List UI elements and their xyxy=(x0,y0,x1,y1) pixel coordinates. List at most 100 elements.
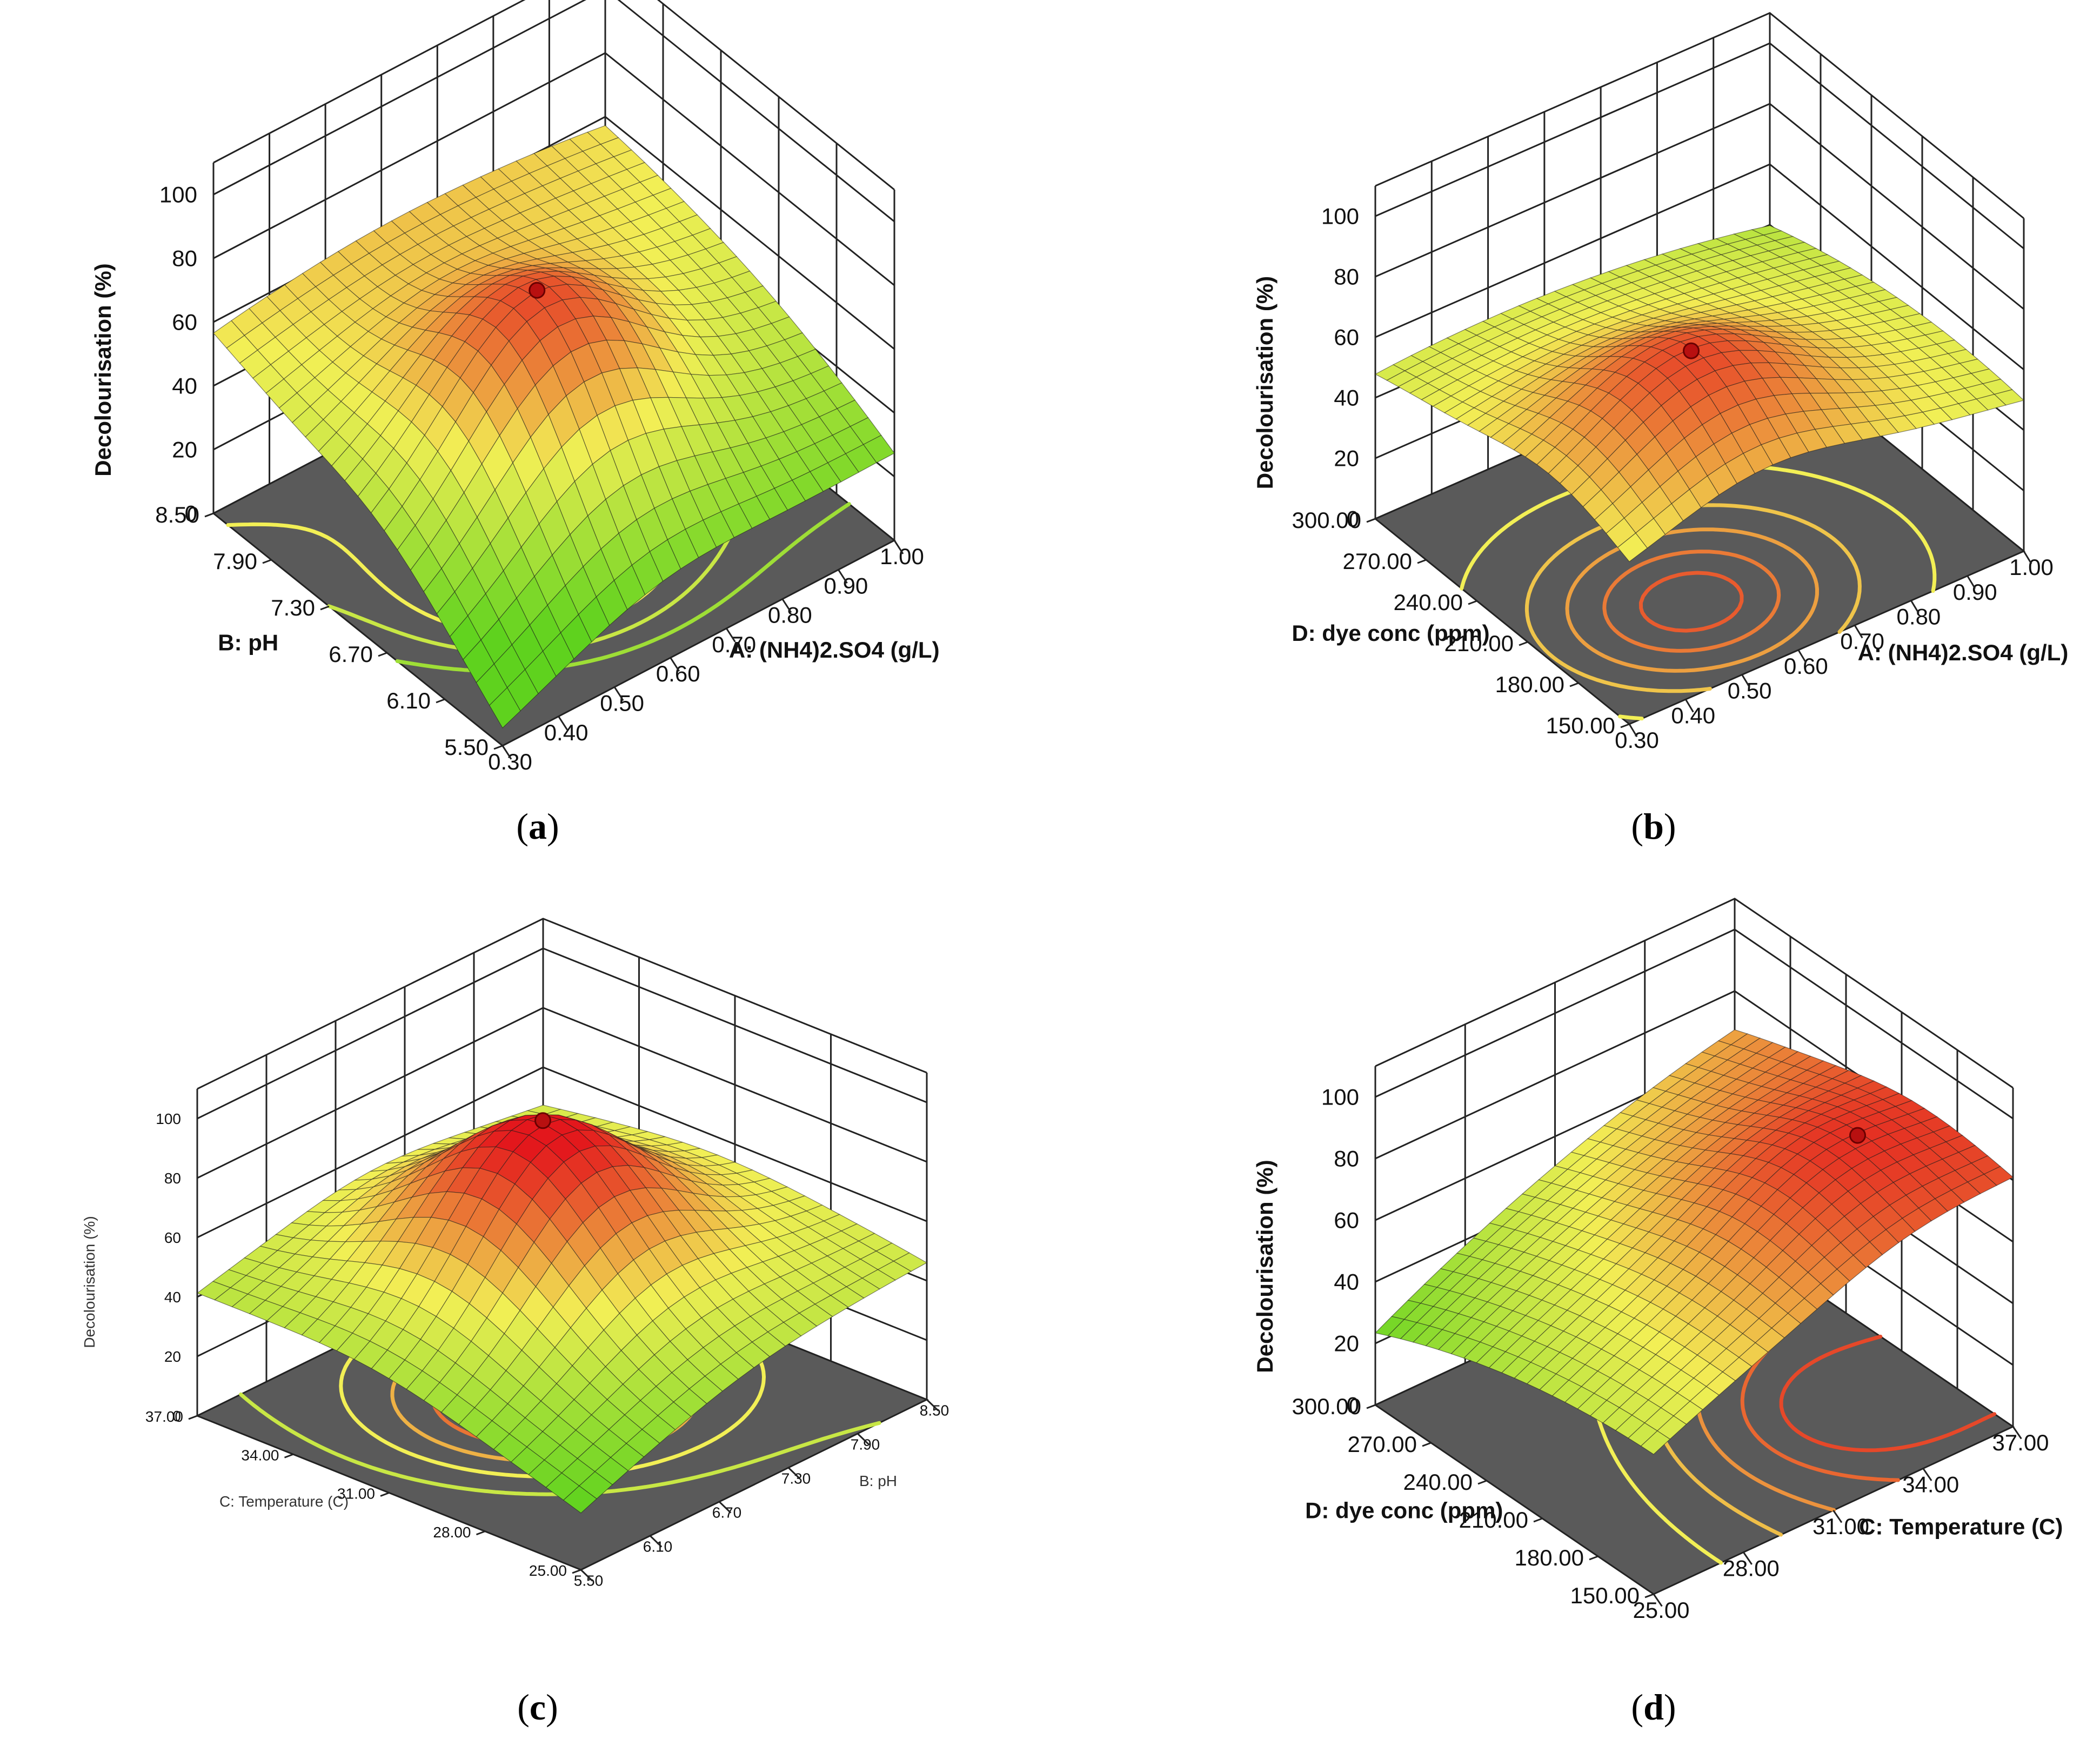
y-tick-mark xyxy=(1589,1555,1599,1561)
x-tick-mark xyxy=(718,1501,732,1514)
contour-line xyxy=(1602,550,1781,653)
x-tick-mark xyxy=(838,569,848,584)
x-tick-mark xyxy=(558,715,568,731)
y-axis-title: B: pH xyxy=(218,630,278,655)
y-tick-mark xyxy=(1620,723,1630,728)
y-tick-label: 150.00 xyxy=(1570,1583,1640,1608)
z-tick-label: 20 xyxy=(1334,446,1359,471)
y-tick-label: 240.00 xyxy=(1394,590,1463,615)
x-tick-label: 1.00 xyxy=(880,544,924,569)
y-tick-label: 7.30 xyxy=(271,595,315,620)
x-axis-title: C: Temperature (C) xyxy=(1859,1514,2063,1539)
z-tick-label: 40 xyxy=(1334,385,1359,411)
x-tick-mark xyxy=(501,745,512,760)
z-axis-title: Decolourisation (%) xyxy=(1252,276,1278,489)
y-tick-label: 210.00 xyxy=(1444,631,1514,656)
y-tick-mark xyxy=(1644,1593,1654,1598)
x-tick-label: 1.00 xyxy=(2009,554,2054,580)
z-tick-label: 20 xyxy=(164,1348,181,1365)
response-surface xyxy=(196,1105,928,1514)
x-tick-mark xyxy=(1743,1551,1753,1565)
x-tick-mark xyxy=(1685,699,1694,713)
y-tick-mark xyxy=(1366,518,1376,523)
y-tick-label: 300.00 xyxy=(1292,507,1361,533)
y-tick-mark xyxy=(262,559,272,564)
surface-cell xyxy=(563,1485,598,1514)
z-tick-label: 100 xyxy=(1321,1085,1359,1110)
z-tick-label: 60 xyxy=(1334,1208,1359,1233)
wall-top-edge xyxy=(213,0,895,191)
z-tick-label: 60 xyxy=(1334,325,1359,350)
x-tick-label: 0.60 xyxy=(1784,653,1828,679)
x-tick-label: 7.30 xyxy=(781,1470,811,1487)
y-tick-label: 31.00 xyxy=(337,1486,375,1502)
z-tick-label: 0 xyxy=(172,1408,181,1424)
y-tick-label: 6.10 xyxy=(386,688,431,713)
panel-b-chart: 0 20 40 60 80 100 0.30 0.40 0.50 0.60 0.70 0.80 0.90… xyxy=(1252,12,2069,753)
z-tick-label: 20 xyxy=(172,437,197,463)
y-tick-label: 6.70 xyxy=(329,641,373,667)
x-tick-label: 6.10 xyxy=(643,1538,673,1555)
y-tick-mark xyxy=(1519,641,1528,646)
wall-top-edge xyxy=(197,918,927,1090)
y-tick-label: 25.00 xyxy=(529,1562,567,1579)
z-tick-label: 80 xyxy=(164,1170,181,1187)
x-tick-label: 0.50 xyxy=(1728,678,1772,704)
z-tick-label: 80 xyxy=(1334,264,1359,290)
x-tick-mark xyxy=(787,1467,801,1480)
x-tick-mark xyxy=(1967,575,1976,589)
y-tick-mark xyxy=(1569,682,1579,687)
contour-line xyxy=(1638,571,1744,633)
x-tick-label: 28.00 xyxy=(1723,1556,1780,1581)
z-tick-label: 100 xyxy=(1321,204,1359,229)
x-tick-mark xyxy=(1854,625,1863,639)
response-surface xyxy=(1374,1029,2014,1455)
wall-gridline xyxy=(213,0,895,223)
x-tick-label: 0.40 xyxy=(1671,702,1715,728)
surface-cell xyxy=(1640,1430,1671,1455)
x-tick-label: 0.90 xyxy=(1953,579,1997,605)
x-tick-label: 0.80 xyxy=(1897,604,1941,630)
z-axis-title: Decolourisation (%) xyxy=(1252,1160,1278,1373)
y-tick-mark xyxy=(378,652,387,657)
z-tick-label: 40 xyxy=(1334,1269,1359,1295)
x-tick-mark xyxy=(926,1399,939,1411)
x-axis-title: A: (NH4)2.SO4 (g/L) xyxy=(1858,640,2069,665)
wall-top-edge xyxy=(1375,898,2014,1089)
x-tick-mark xyxy=(1833,1510,1843,1523)
y-tick-mark xyxy=(436,698,445,704)
y-tick-label: 300.00 xyxy=(1292,1394,1361,1419)
x-tick-label: 5.50 xyxy=(574,1572,604,1589)
contour-line xyxy=(1779,1334,1997,1453)
design-point-marker xyxy=(534,1112,551,1129)
y-tick-mark xyxy=(380,1492,390,1497)
z-tick-label: 100 xyxy=(156,1110,181,1127)
y-tick-label: 210.00 xyxy=(1459,1507,1528,1533)
caption-d: (d) xyxy=(1631,1687,1676,1728)
x-tick-label: 7.90 xyxy=(851,1436,880,1453)
x-tick-mark xyxy=(1628,724,1638,738)
y-axis-title: D: dye conc (ppm) xyxy=(1305,1497,1503,1523)
z-tick-label: 40 xyxy=(172,373,197,399)
panel-a-chart: 0 20 40 60 80 100 0.30 0.40 0.50 0.60 0.70 0.80 0.90… xyxy=(90,0,940,774)
y-tick-label: 270.00 xyxy=(1343,548,1412,574)
x-tick-mark xyxy=(2012,1426,2022,1440)
y-tick-mark xyxy=(204,512,214,518)
x-tick-mark xyxy=(670,657,680,672)
x-tick-label: 0.50 xyxy=(600,691,644,716)
z-tick-label: 40 xyxy=(164,1289,181,1306)
y-tick-mark xyxy=(1422,1442,1432,1447)
y-tick-mark xyxy=(1417,559,1427,564)
x-tick-label: 0.30 xyxy=(488,749,532,774)
x-tick-mark xyxy=(580,1569,593,1582)
y-tick-label: 7.90 xyxy=(213,548,257,574)
wall-gridline xyxy=(197,947,927,1120)
y-tick-mark xyxy=(1477,1480,1487,1485)
y-tick-mark xyxy=(1366,1404,1376,1409)
x-tick-label: 0.80 xyxy=(768,603,812,628)
z-tick-label: 0 xyxy=(1347,1393,1359,1418)
y-tick-mark xyxy=(284,1453,294,1458)
z-tick-label: 0 xyxy=(1347,506,1359,532)
caption-b: (b) xyxy=(1631,806,1676,847)
x-tick-label: 0.90 xyxy=(824,573,868,598)
